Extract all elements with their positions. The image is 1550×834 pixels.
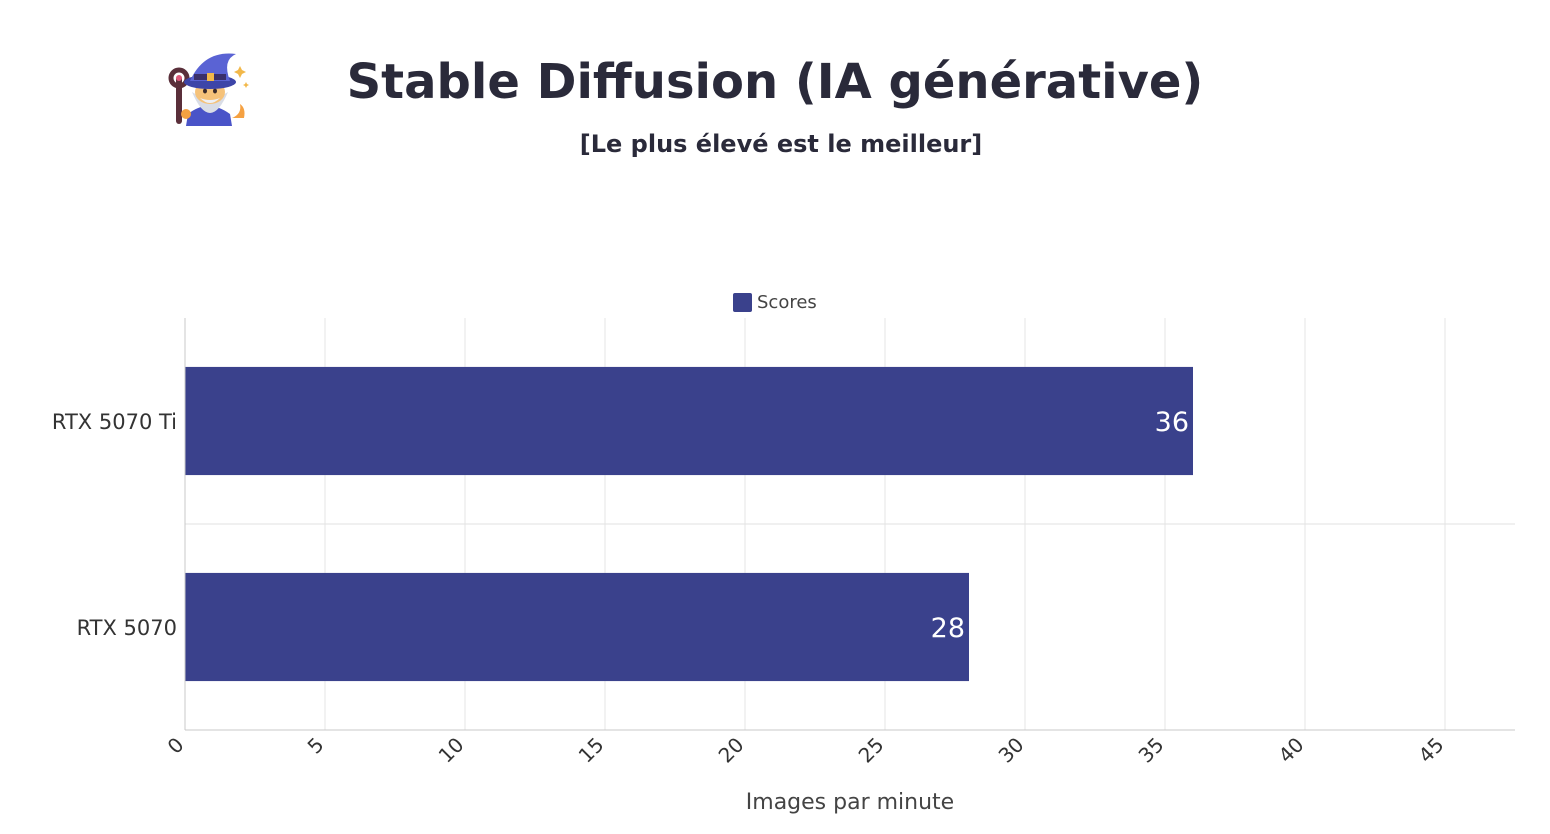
x-tick-label: 20	[714, 733, 749, 768]
x-tick-label: 5	[303, 733, 329, 759]
axes	[184, 318, 1515, 731]
legend-label: Scores	[757, 291, 817, 313]
bars	[185, 366, 1193, 682]
x-tick-label: 10	[434, 733, 469, 768]
chart-title: Stable Diffusion (IA générative)	[346, 54, 1204, 110]
x-tick-label: 35	[1134, 733, 1169, 768]
chart-subtitle: [Le plus élevé est le meilleur]	[579, 130, 983, 158]
bar[interactable]	[185, 572, 969, 682]
x-tick-label: 0	[163, 733, 189, 759]
bar[interactable]	[185, 366, 1193, 476]
legend-swatch	[733, 292, 752, 312]
wizard-icon	[168, 53, 249, 126]
x-tick-label: 25	[854, 733, 889, 768]
bar-value-label: 36	[1155, 407, 1189, 438]
x-tick-label: 30	[994, 733, 1029, 768]
x-tick-label: 15	[574, 733, 609, 768]
x-tick-label: 45	[1414, 733, 1449, 768]
bar-value-label: 28	[931, 613, 965, 644]
legend[interactable]: Scores	[733, 291, 817, 313]
x-tick-label: 40	[1274, 733, 1309, 768]
y-tick-label: RTX 5070 Ti	[52, 410, 177, 434]
y-tick-label: RTX 5070	[77, 616, 177, 640]
x-axis-title: Images par minute	[745, 790, 955, 815]
